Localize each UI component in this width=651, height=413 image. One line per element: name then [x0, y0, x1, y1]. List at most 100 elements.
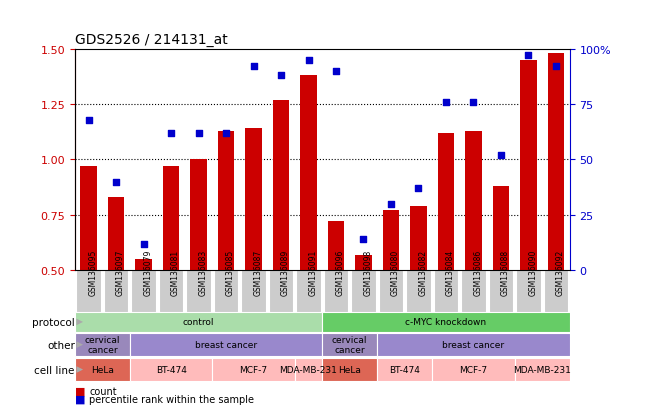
- Text: GDS2526 / 214131_at: GDS2526 / 214131_at: [75, 33, 228, 47]
- Text: cell line: cell line: [35, 365, 75, 375]
- FancyBboxPatch shape: [214, 271, 238, 312]
- Point: [331, 69, 341, 75]
- Text: GSM136081: GSM136081: [171, 249, 180, 296]
- Text: MCF-7: MCF-7: [460, 365, 488, 374]
- Bar: [355, 255, 372, 271]
- FancyBboxPatch shape: [516, 271, 541, 312]
- Text: GSM136090: GSM136090: [529, 249, 537, 296]
- FancyBboxPatch shape: [104, 271, 128, 312]
- FancyBboxPatch shape: [269, 271, 294, 312]
- Point: [468, 99, 478, 106]
- Text: GSM136079: GSM136079: [144, 249, 152, 296]
- Point: [523, 53, 534, 59]
- Text: percentile rank within the sample: percentile rank within the sample: [89, 394, 254, 404]
- Text: c-MYC knockdown: c-MYC knockdown: [406, 318, 486, 327]
- Bar: [108, 197, 124, 271]
- Point: [358, 236, 368, 243]
- Point: [139, 241, 149, 247]
- Point: [248, 64, 258, 71]
- FancyBboxPatch shape: [241, 271, 266, 312]
- Text: GSM136080: GSM136080: [391, 249, 400, 296]
- FancyBboxPatch shape: [434, 271, 458, 312]
- Text: BT-474: BT-474: [156, 365, 186, 374]
- Point: [303, 57, 314, 64]
- Point: [441, 99, 451, 106]
- Point: [111, 179, 121, 185]
- Text: HeLa: HeLa: [91, 365, 114, 374]
- Bar: [520, 61, 536, 271]
- FancyBboxPatch shape: [322, 358, 377, 381]
- Text: MDA-MB-231: MDA-MB-231: [513, 365, 571, 374]
- FancyBboxPatch shape: [432, 358, 515, 381]
- FancyBboxPatch shape: [75, 312, 322, 332]
- Text: GSM136082: GSM136082: [419, 249, 428, 296]
- Text: GSM136085: GSM136085: [226, 249, 235, 296]
- FancyBboxPatch shape: [515, 358, 570, 381]
- Text: GSM136091: GSM136091: [309, 249, 318, 296]
- FancyBboxPatch shape: [377, 333, 570, 356]
- Point: [166, 130, 176, 137]
- Text: ■: ■: [75, 386, 85, 396]
- FancyBboxPatch shape: [75, 333, 130, 356]
- Text: GSM136084: GSM136084: [446, 249, 455, 296]
- FancyBboxPatch shape: [351, 271, 376, 312]
- Point: [83, 117, 94, 123]
- Text: cervical
cancer: cervical cancer: [332, 335, 367, 354]
- FancyBboxPatch shape: [296, 271, 321, 312]
- Text: count: count: [89, 386, 117, 396]
- Bar: [383, 211, 399, 271]
- FancyBboxPatch shape: [295, 358, 322, 381]
- Text: other: other: [47, 340, 75, 350]
- Point: [495, 152, 506, 159]
- FancyBboxPatch shape: [76, 271, 101, 312]
- Bar: [547, 54, 564, 271]
- FancyBboxPatch shape: [75, 358, 130, 381]
- Point: [221, 130, 231, 137]
- Point: [551, 64, 561, 71]
- Point: [386, 201, 396, 208]
- FancyBboxPatch shape: [322, 333, 377, 356]
- FancyBboxPatch shape: [544, 271, 568, 312]
- FancyBboxPatch shape: [488, 271, 513, 312]
- Point: [276, 73, 286, 79]
- FancyBboxPatch shape: [212, 358, 295, 381]
- Text: breast cancer: breast cancer: [443, 340, 505, 349]
- Text: GSM136098: GSM136098: [363, 249, 372, 296]
- Bar: [163, 167, 179, 271]
- FancyBboxPatch shape: [132, 271, 156, 312]
- Bar: [300, 76, 317, 271]
- Text: breast cancer: breast cancer: [195, 340, 257, 349]
- Text: GSM136095: GSM136095: [89, 249, 98, 296]
- Text: control: control: [183, 318, 214, 327]
- Bar: [218, 131, 234, 271]
- FancyBboxPatch shape: [130, 358, 212, 381]
- Text: GSM136092: GSM136092: [556, 249, 565, 296]
- FancyBboxPatch shape: [130, 333, 322, 356]
- Text: cervical
cancer: cervical cancer: [85, 335, 120, 354]
- Bar: [135, 259, 152, 271]
- Bar: [465, 131, 482, 271]
- Point: [193, 130, 204, 137]
- Text: HeLa: HeLa: [339, 365, 361, 374]
- FancyBboxPatch shape: [379, 271, 404, 312]
- Text: BT-474: BT-474: [389, 365, 420, 374]
- FancyBboxPatch shape: [159, 271, 184, 312]
- Text: ■: ■: [75, 394, 85, 404]
- Bar: [493, 187, 509, 271]
- Point: [413, 185, 424, 192]
- Bar: [273, 100, 289, 271]
- Text: MDA-MB-231: MDA-MB-231: [279, 365, 337, 374]
- FancyBboxPatch shape: [461, 271, 486, 312]
- FancyBboxPatch shape: [186, 271, 211, 312]
- Bar: [327, 222, 344, 271]
- Text: GSM136096: GSM136096: [336, 249, 345, 296]
- Bar: [80, 167, 97, 271]
- FancyBboxPatch shape: [377, 358, 432, 381]
- FancyBboxPatch shape: [322, 312, 570, 332]
- Text: GSM136088: GSM136088: [501, 249, 510, 296]
- Text: GSM136087: GSM136087: [253, 249, 262, 296]
- Bar: [190, 160, 207, 271]
- Text: GSM136083: GSM136083: [199, 249, 208, 296]
- Bar: [245, 129, 262, 271]
- Text: protocol: protocol: [32, 317, 75, 327]
